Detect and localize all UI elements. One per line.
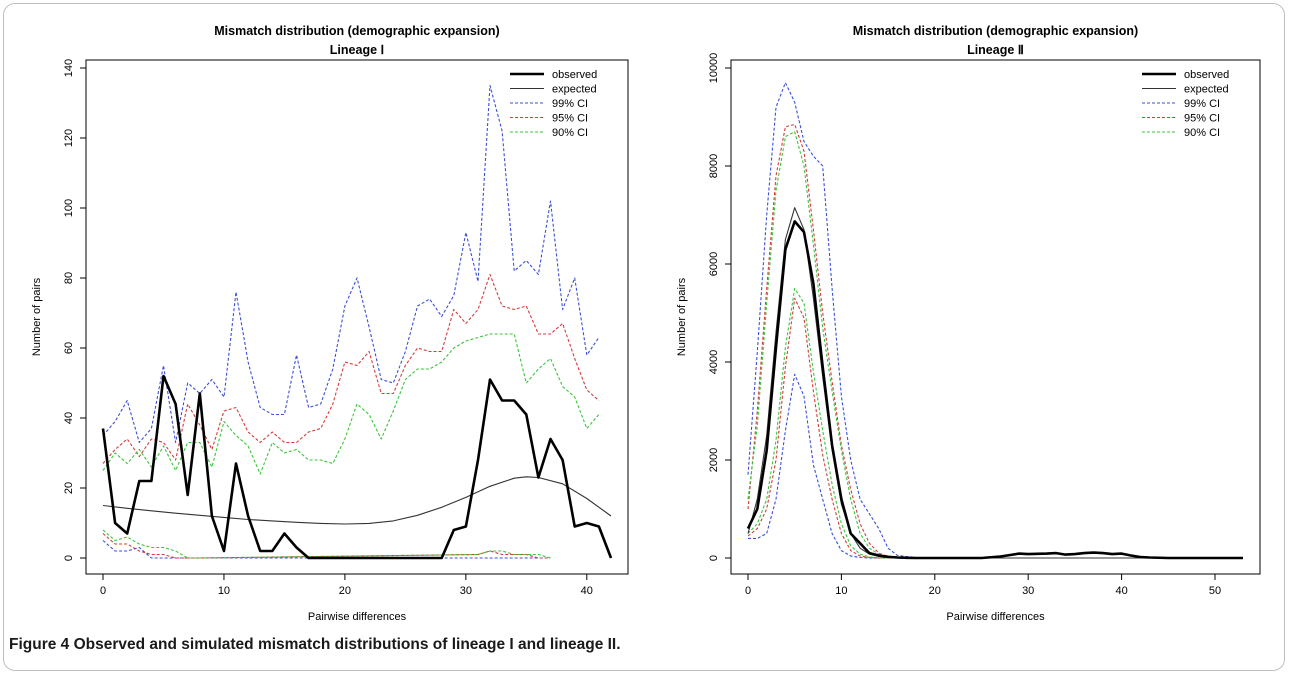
x-tick-label: 10 [218,585,230,597]
legend-label: observed [552,69,597,81]
x-tick-label: 20 [929,585,941,597]
figure-caption: Figure 4 Observed and simulated mismatch… [9,636,621,654]
plot-frame [85,59,629,575]
y-tick-label: 0 [63,555,75,561]
series-line-90-ci [747,131,1243,559]
series-line-observed [746,220,1243,560]
series-line-99-ci [102,84,600,444]
y-tick-label: 80 [63,272,75,284]
legend-label: 95% CI [1184,113,1220,125]
y-tick-label: 0 [708,555,720,561]
y-tick-label: 40 [63,412,75,424]
y-tick-label: 100 [63,199,75,217]
x-tick-label: 0 [745,585,751,597]
chart-title: Mismatch distribution (demographic expan… [214,24,499,38]
x-tick-label: 0 [100,585,106,597]
chart-title: Mismatch distribution (demographic expan… [853,24,1138,38]
plot-frame [730,59,1261,575]
series-line-99-ci [747,82,1243,559]
x-tick-label: 10 [835,585,847,597]
series-line-lower-90-ci [102,529,551,559]
series-line-lower-90-ci [747,287,1243,559]
series-line-lower-99-ci [748,373,1243,559]
caption-text: Observed and simulated mismatch distribu… [73,636,621,653]
legend-label: 99% CI [1184,98,1220,110]
legend-label: expected [552,84,597,96]
series-line-95-ci [102,273,600,464]
chart-lineage-1: Mismatch distribution (demographic expan… [31,24,629,623]
y-tick-label: 60 [63,342,75,354]
legend-label: observed [1184,69,1229,81]
y-tick-label: 20 [63,482,75,494]
legend-label: 90% CI [552,127,588,139]
y-tick-label: 8000 [708,154,720,178]
x-tick-label: 30 [1022,585,1034,597]
chart-subtitle: Lineage Ⅰ [330,43,384,57]
legend-label: 99% CI [552,98,588,110]
series-line-95-ci [747,123,1243,559]
series-line-expected [747,207,1243,559]
legend-label: 90% CI [1184,127,1220,139]
series-line-expected [102,476,612,525]
y-axis-label: Number of pairs [676,277,688,356]
legend-label: expected [1184,84,1229,96]
x-tick-label: 30 [460,585,472,597]
series-line-observed [101,374,613,560]
legend-label: 95% CI [552,113,588,125]
y-axis-label: Number of pairs [31,277,43,356]
x-tick-label: 40 [581,585,593,597]
y-tick-label: 6000 [708,252,720,276]
x-axis-label: Pairwise differences [308,611,407,623]
x-tick-label: 50 [1209,585,1221,597]
y-tick-label: 10000 [708,53,720,84]
y-tick-label: 120 [63,129,75,147]
x-tick-label: 40 [1115,585,1127,597]
caption-label: Figure 4 [9,636,70,653]
chart-subtitle: Lineage Ⅱ [967,43,1024,57]
y-tick-label: 2000 [708,448,720,472]
series-line-90-ci [102,333,600,475]
series-line-lower-95-ci [747,297,1243,559]
figure-frame [3,3,1285,671]
x-tick-label: 20 [339,585,351,597]
chart-lineage-2: Mismatch distribution (demographic expan… [676,24,1261,623]
y-tick-label: 4000 [708,350,720,374]
x-axis-label: Pairwise differences [946,611,1045,623]
series-line-lower-99-ci [102,540,551,559]
series-line-lower-95-ci [102,533,551,559]
y-tick-label: 140 [63,59,75,77]
